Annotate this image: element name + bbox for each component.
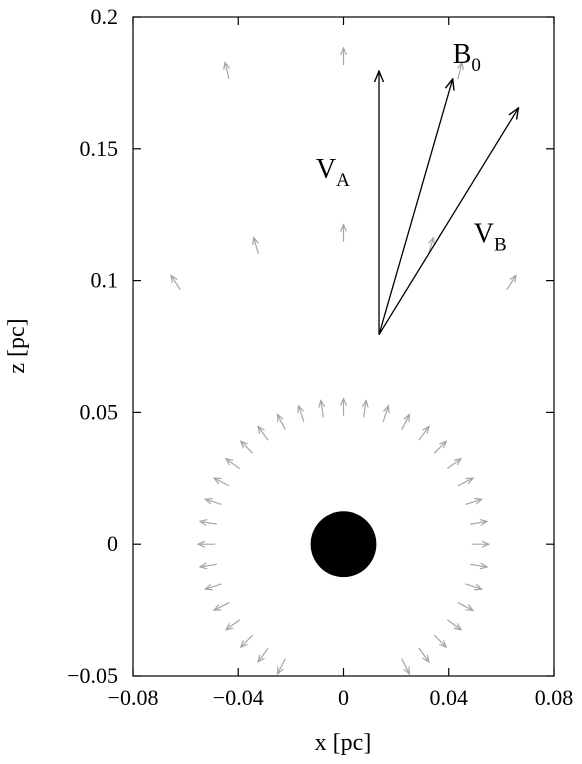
field-arrow	[401, 414, 410, 430]
field-arrow	[200, 521, 217, 524]
field-arrow	[465, 583, 481, 589]
field-arrow	[457, 478, 473, 487]
field-arrow	[241, 634, 254, 647]
field-arrow	[225, 62, 229, 80]
x-tick-label: −0.08	[108, 685, 159, 710]
field-arrow	[254, 238, 260, 255]
field-arrow	[258, 426, 269, 441]
vector-label-subscript: A	[336, 170, 350, 191]
field-arrow	[470, 521, 487, 524]
field-arrow	[200, 564, 217, 567]
y-tick-label: −0.05	[67, 663, 118, 688]
field-arrow	[226, 459, 241, 470]
vector-arrow-b-0	[378, 79, 453, 335]
central-body	[310, 511, 377, 578]
y-tick-label: 0	[107, 531, 118, 556]
field-arrow	[470, 564, 487, 567]
field-arrow	[214, 478, 230, 487]
field-arrow	[433, 634, 446, 647]
field-arrow	[427, 238, 434, 255]
field-arrow	[433, 441, 446, 454]
vector-label: VB	[474, 218, 507, 255]
plot-frame	[132, 16, 555, 677]
field-arrow	[205, 499, 222, 506]
x-axis-title: x [pc]	[315, 730, 372, 756]
field-arrow	[278, 414, 286, 430]
vector-label-name: V	[474, 218, 494, 249]
field-arrow	[226, 619, 241, 630]
field-arrow	[364, 400, 367, 418]
field-arrow	[418, 647, 429, 662]
field-arrow	[278, 658, 286, 674]
field-arrow	[382, 406, 388, 423]
field-arrow	[171, 275, 181, 291]
field-arrow	[465, 499, 481, 506]
axis-ticks: −0.08 −0.04 0 0.04 0.08 −0.05 0 0.05 0.1 0.15 0.2	[67, 4, 573, 710]
vector-label-subscript: B	[494, 234, 507, 255]
field-arrow	[241, 441, 254, 454]
x-tick-label: 0.04	[430, 685, 469, 710]
y-tick-label: 0.2	[91, 4, 119, 29]
vector-label: B0	[453, 39, 481, 76]
y-tick-label: 0.05	[80, 399, 119, 424]
field-arrow	[258, 647, 269, 662]
field-arrow	[457, 602, 473, 611]
y-axis-title: z [pc]	[4, 318, 30, 373]
y-tick-label: 0.15	[80, 136, 119, 161]
x-tick-label: 0	[338, 685, 349, 710]
vector-label-subscript: 0	[471, 55, 481, 76]
field-arrow	[446, 619, 461, 630]
x-tick-label: 0.08	[535, 685, 574, 710]
field-arrow	[214, 602, 230, 611]
vector-label-name: B	[453, 39, 472, 70]
vector-arrow-v-b	[378, 108, 518, 335]
field-arrow	[401, 658, 410, 674]
x-tick-label: −0.04	[213, 685, 264, 710]
field-arrow	[205, 583, 222, 589]
vector-field	[171, 48, 516, 674]
field-arrow	[446, 459, 461, 470]
field-arrow	[321, 400, 324, 418]
vector-label-name: V	[316, 154, 336, 185]
vector-label: VA	[316, 154, 350, 191]
field-arrow	[299, 406, 305, 423]
field-arrow	[458, 62, 462, 80]
field-arrow	[506, 275, 516, 291]
field-arrow	[418, 426, 429, 441]
y-tick-label: 0.1	[91, 268, 119, 293]
